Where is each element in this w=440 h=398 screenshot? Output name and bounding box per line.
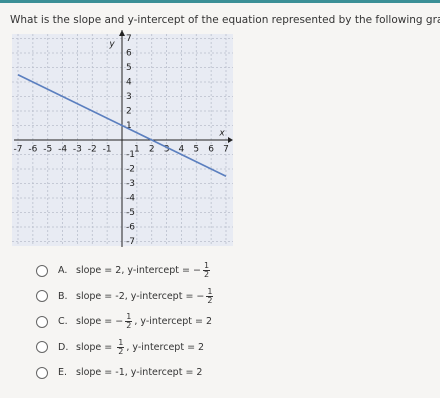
y-axis-label: y: [108, 40, 115, 50]
graph-line: [17, 74, 227, 177]
text-part: slope = −: [76, 316, 124, 328]
text-part: , y-intercept = 2: [134, 316, 213, 328]
numerator: 1: [206, 286, 214, 297]
numerator: 1: [117, 337, 125, 348]
x-tick-label: 3: [164, 145, 170, 155]
y-tick-label: -6: [126, 223, 135, 233]
radio-button[interactable]: [36, 341, 48, 354]
y-tick-label: -4: [126, 194, 135, 204]
option-letter: E.: [58, 367, 68, 379]
text-part: slope = 2, y-intercept = −: [76, 265, 201, 277]
option-letter: A.: [58, 265, 68, 277]
radio-button[interactable]: [36, 315, 48, 328]
graph: -7 -6 -5 -4 -3 -2 -1 1 2 3 4 5 6 7-7-6-5-4-3-2-112345…: [12, 30, 233, 247]
radio-button[interactable]: [36, 264, 48, 277]
denominator: 2: [126, 321, 132, 331]
x-tick-label: 6: [208, 145, 214, 155]
y-tick-label: 5: [126, 63, 132, 73]
y-tick-label: 7: [126, 34, 132, 44]
options: A. slope = 2, y-intercept = −1 2 B. slope = …: [36, 258, 215, 386]
y-tick-label: 1: [126, 121, 132, 131]
y-tick-label: -5: [126, 208, 135, 218]
top-bar: [0, 0, 440, 3]
option[interactable]: A. slope = 2, y-intercept = −1 2: [36, 258, 215, 284]
x-tick-label: -4: [58, 145, 67, 155]
question: What is the slope and y-intercept of the…: [10, 14, 440, 26]
option[interactable]: B. slope = -2, y-intercept = −1 2: [36, 284, 215, 310]
option-letter: B.: [58, 290, 68, 302]
x-tick-label: 2: [149, 145, 155, 155]
axis-arrow: [119, 30, 125, 36]
denominator: 2: [203, 270, 210, 280]
option[interactable]: C. slope = −1 2, y-intercept = 2: [36, 309, 215, 335]
numerator: 1: [125, 312, 133, 323]
x-tick-label: 1: [134, 145, 140, 155]
x-tick-label: -7: [14, 145, 23, 155]
denominator: 2: [207, 295, 213, 305]
x-tick-label: 7: [223, 145, 229, 155]
y-tick-label: 4: [126, 78, 132, 88]
y-tick-label: -7: [126, 237, 135, 247]
y-tick-label: -2: [126, 165, 135, 175]
option[interactable]: E. slope = -1, y-intercept = 2: [36, 360, 215, 386]
x-tick-label: -1: [103, 145, 112, 155]
x-tick-label: -2: [88, 145, 97, 155]
y-tick-label: -3: [126, 179, 135, 189]
option-text: slope = −1 2, y-intercept = 2: [76, 313, 212, 330]
y-tick-label: 3: [126, 92, 132, 102]
x-axis-label: x: [218, 129, 225, 139]
text-part: slope = -2, y-intercept = −: [76, 290, 205, 302]
axis-arrow: [228, 137, 233, 143]
y-tick-label: 6: [126, 49, 132, 59]
x-tick-label: -3: [73, 145, 82, 155]
x-tick-label: 5: [193, 145, 199, 155]
x-tick-label: 4: [179, 145, 185, 155]
option-text: slope = 2, y-intercept = −1 2: [76, 262, 212, 279]
numerator: 1: [202, 261, 211, 272]
option-text: slope = -2, y-intercept = −1 2: [76, 286, 215, 305]
text-part: slope =: [76, 341, 116, 353]
radio-button[interactable]: [36, 366, 48, 379]
y-tick-label: -1: [126, 150, 135, 160]
x-tick-label: -6: [28, 145, 37, 155]
y-tick-label: 2: [126, 107, 132, 117]
text-part: slope = -1, y-intercept = 2: [76, 367, 203, 379]
option-letter: D.: [58, 341, 69, 353]
denominator: 2: [118, 346, 124, 356]
radio-button[interactable]: [36, 290, 48, 303]
text-part: , y-intercept = 2: [126, 341, 205, 353]
x-tick-label: -5: [43, 145, 52, 155]
option-letter: C.: [58, 316, 68, 328]
option-text: slope = -1, y-intercept = 2: [76, 367, 202, 378]
